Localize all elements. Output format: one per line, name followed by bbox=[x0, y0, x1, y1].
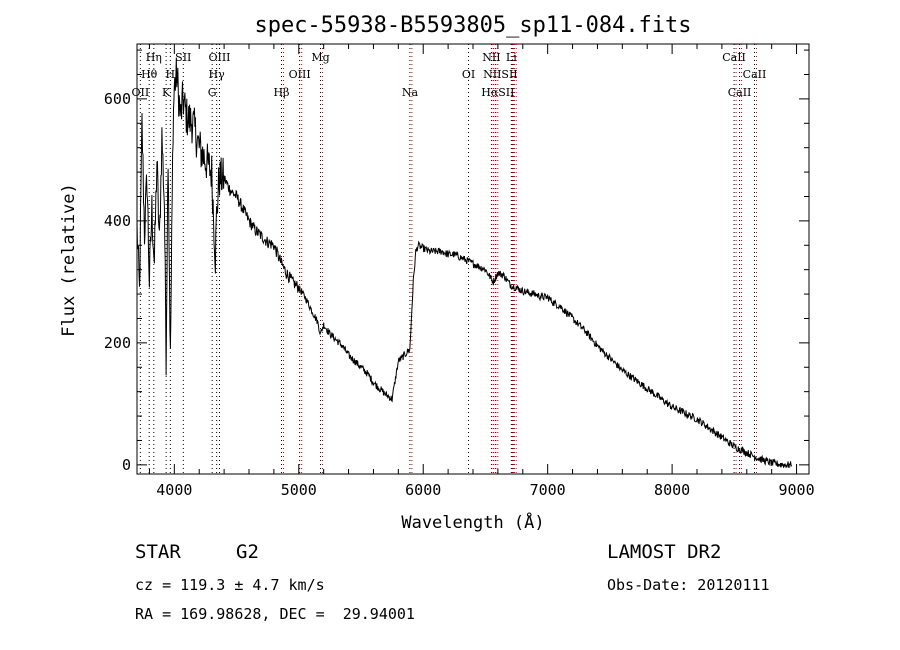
y-tick-label: 0 bbox=[122, 456, 131, 474]
redshift-label: cz = 119.3 ± 4.7 km/s bbox=[135, 576, 325, 594]
plot-frame bbox=[136, 43, 810, 475]
x-tick-label: 9000 bbox=[778, 481, 814, 499]
y-axis-label: Flux (relative) bbox=[59, 183, 79, 337]
spectral-lines bbox=[139, 44, 757, 474]
y-tick-label: 600 bbox=[104, 90, 131, 108]
spectral-line-label: Na bbox=[402, 86, 419, 99]
spectral-line-label: CaII bbox=[728, 86, 752, 99]
spectral-line-label: SII bbox=[175, 51, 191, 64]
y-axis-ticks: 0 200 400 600 bbox=[104, 49, 809, 474]
spectrum-series-line bbox=[136, 57, 793, 469]
spectral-line-label: OIII bbox=[208, 51, 230, 64]
chart-title: spec-55938-B5593805_sp11-084.fits bbox=[254, 13, 691, 38]
x-axis-ticks: 4000 5000 6000 7000 8000 9000 bbox=[148, 44, 815, 499]
spectral-line-label: OI bbox=[462, 68, 475, 81]
spectral-line-label: NII bbox=[482, 51, 500, 64]
object-type-label: STAR bbox=[135, 541, 181, 563]
y-tick-label: 400 bbox=[104, 212, 131, 230]
spectral-line-label: Hθ bbox=[141, 68, 158, 81]
spectral-line-label: K bbox=[162, 86, 171, 99]
y-tick-label: 200 bbox=[104, 334, 131, 352]
spectral-line-label: Hγ bbox=[209, 68, 226, 81]
x-axis-label: Wavelength (Å) bbox=[401, 511, 544, 533]
spectral-line-label: G bbox=[208, 86, 217, 99]
subclass-label: G2 bbox=[236, 541, 259, 563]
coordinates-label: RA = 169.98628, DEC = 29.94001 bbox=[135, 605, 415, 623]
spectral-line-label: NIISII bbox=[483, 68, 518, 81]
spectral-line-label: Hη bbox=[146, 51, 162, 64]
survey-label: LAMOST DR2 bbox=[607, 541, 722, 563]
spectral-line-label: H bbox=[166, 68, 176, 81]
spectral-line-label: CaII bbox=[743, 68, 767, 81]
spectral-line-label: Hβ bbox=[274, 86, 290, 99]
spectral-line-label: OIII bbox=[289, 68, 311, 81]
spectral-line-label: Li bbox=[506, 51, 517, 64]
x-tick-label: 6000 bbox=[405, 481, 441, 499]
spectral-line-label: CaII bbox=[722, 51, 746, 64]
obs-date-label: Obs-Date: 20120111 bbox=[607, 576, 770, 594]
x-tick-label: 7000 bbox=[530, 481, 566, 499]
spectral-line-label: Mg bbox=[311, 51, 329, 64]
x-tick-label: 5000 bbox=[281, 481, 317, 499]
spectral-line-label: HαSII bbox=[481, 86, 514, 99]
spectral-line-label: OII bbox=[132, 86, 150, 99]
x-tick-label: 4000 bbox=[156, 481, 192, 499]
x-tick-label: 8000 bbox=[654, 481, 690, 499]
